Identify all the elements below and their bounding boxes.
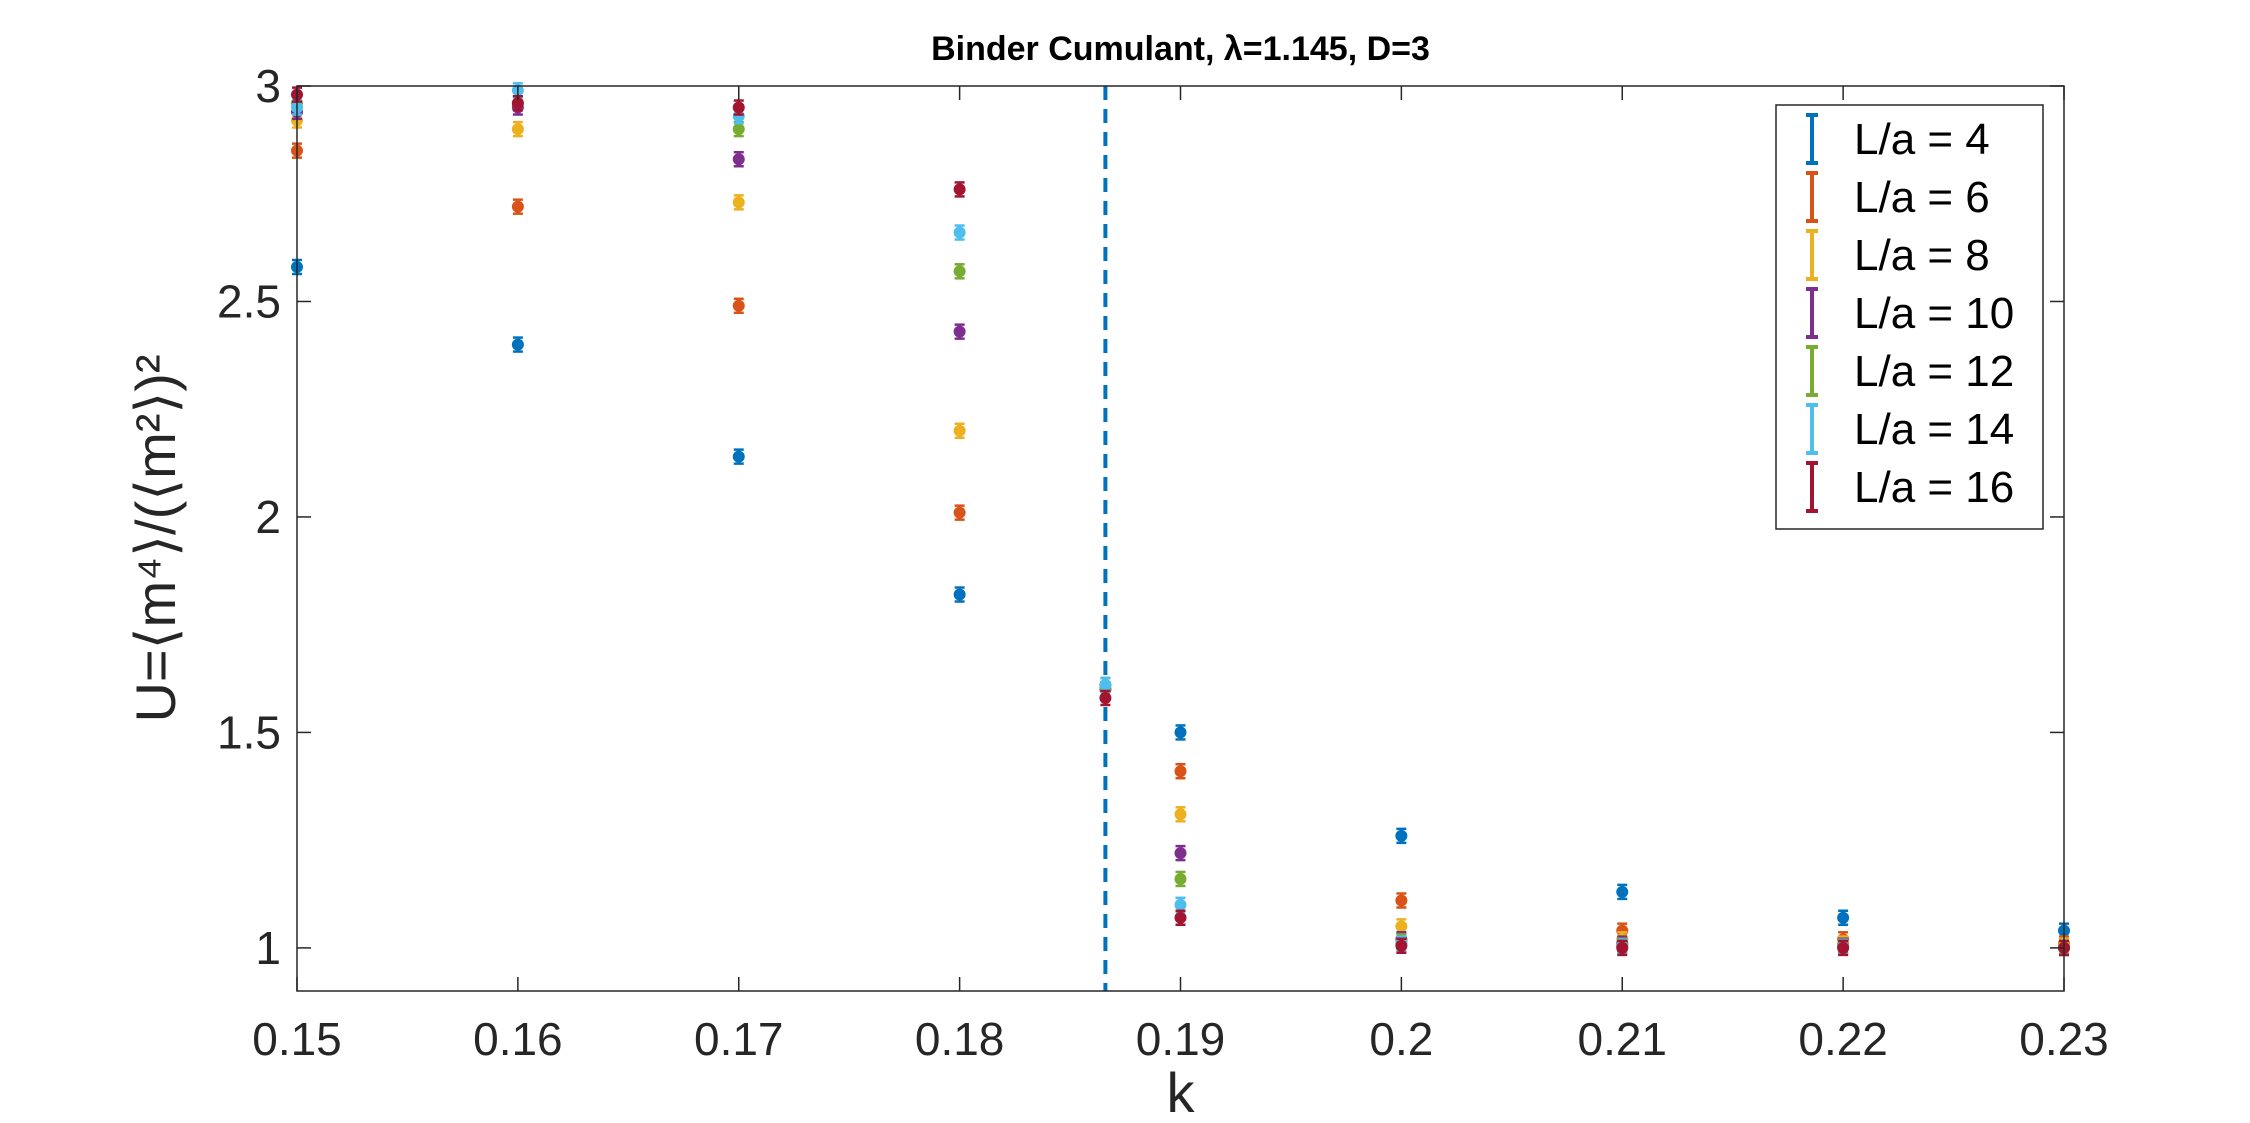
legend-label: L/a = 16 (1854, 463, 2014, 512)
x-tick-label: 0.23 (2019, 1013, 2109, 1065)
data-point (732, 194, 745, 211)
data-point (1174, 909, 1187, 926)
data-point (732, 151, 745, 168)
legend-item: L/a = 10 (1806, 287, 2014, 339)
legend-label: L/a = 14 (1854, 405, 2014, 454)
data-point (1174, 724, 1187, 741)
data-point (1099, 676, 1112, 694)
legend-item: L/a = 4 (1806, 113, 1990, 165)
legend-box (1775, 104, 2044, 530)
y-axis-label: U=⟨m⁴⟩/(⟨m²⟩)² (124, 354, 187, 722)
data-point (732, 297, 745, 315)
legend-item: L/a = 6 (1806, 171, 1990, 223)
data-point (1837, 939, 1850, 957)
data-point (732, 99, 745, 116)
data-point (511, 120, 524, 138)
x-tick-label: 0.19 (1136, 1013, 1226, 1065)
data-point (511, 198, 524, 215)
legend-label: L/a = 8 (1854, 231, 1990, 280)
data-point (1616, 883, 1629, 901)
legend-label: L/a = 6 (1854, 173, 1990, 222)
y-tick-label: 1 (255, 922, 281, 974)
data-point (1174, 870, 1187, 888)
data-point (1395, 827, 1408, 845)
x-tick-label: 0.2 (1369, 1013, 1433, 1065)
legend-label: L/a = 10 (1854, 289, 2014, 338)
data-point (953, 224, 966, 241)
data-point (511, 336, 524, 353)
x-tick-label: 0.15 (252, 1013, 342, 1065)
data-point (953, 323, 966, 340)
legend-item: L/a = 8 (1806, 229, 1990, 281)
chart-title: Binder Cumulant, λ=1.145, D=3 (931, 30, 1430, 68)
legend-label: L/a = 12 (1854, 347, 2014, 396)
x-tick-label: 0.21 (1577, 1013, 1667, 1065)
data-point (1174, 806, 1187, 823)
y-tick-label: 2 (255, 491, 281, 543)
data-point (953, 422, 966, 440)
legend-item: L/a = 12 (1806, 345, 2014, 397)
x-axis-label: k (1167, 1061, 1196, 1123)
data-point (1099, 689, 1112, 707)
x-tick-label: 0.22 (1798, 1013, 1888, 1065)
data-point (953, 586, 966, 603)
data-point (953, 263, 966, 280)
data-point (1174, 762, 1187, 780)
x-tick-label: 0.16 (473, 1013, 563, 1065)
data-point (732, 448, 745, 465)
axis-ticks-layer: 0.15 0.16 0.17 0.18 0.19 0.2 0.21 0.22 0.23 1 1.5 2… (217, 60, 2109, 1065)
legend-label: L/a = 4 (1854, 115, 1990, 164)
legend: L/a = 4 L/a = 6 L/a = 8 L/a = 10 L/a = 12 L/a… (1775, 104, 2044, 530)
y-tick-label: 3 (255, 60, 281, 112)
y-tick-label: 2.5 (217, 275, 281, 327)
data-point (1174, 844, 1187, 862)
y-tick-label: 1.5 (217, 706, 281, 758)
data-point (1616, 939, 1629, 957)
legend-item: L/a = 16 (1806, 461, 2014, 513)
x-tick-label: 0.18 (915, 1013, 1005, 1065)
data-point (953, 181, 966, 198)
data-point (1837, 909, 1850, 926)
x-tick-label: 0.17 (694, 1013, 784, 1065)
data-point (953, 504, 966, 521)
data-point (1395, 937, 1408, 954)
legend-item: L/a = 14 (1806, 403, 2014, 455)
data-point (1395, 892, 1408, 909)
data-marks-layer (291, 82, 2070, 957)
